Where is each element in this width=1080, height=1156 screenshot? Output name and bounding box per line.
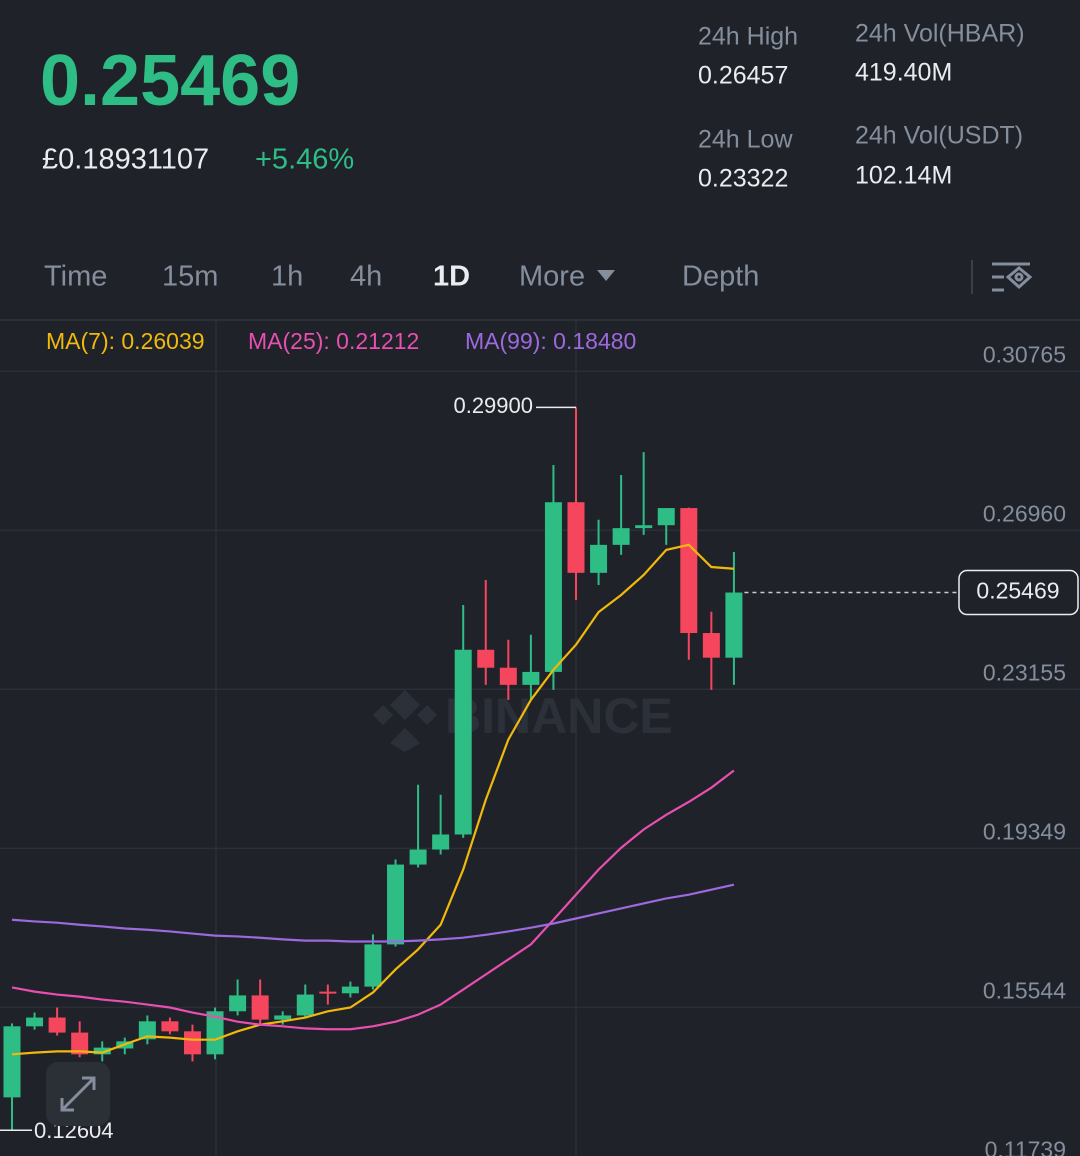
watermark-logo	[373, 690, 437, 752]
legend: MA(7): 0.26039 MA(25): 0.21212 MA(99): 0.1…	[46, 328, 636, 354]
y-tick-label: 0.30765	[983, 341, 1066, 367]
candle-body	[680, 508, 698, 634]
candle-body	[612, 528, 630, 545]
interval-tab[interactable]: 1D	[433, 261, 470, 293]
legend-entry: MA(99): 0.18480	[465, 328, 636, 354]
candle-body	[138, 1021, 156, 1040]
interval-tab[interactable]: Depth	[682, 261, 759, 293]
candle-body	[26, 1017, 44, 1027]
interval-tabs: Time 15m 1h 4h 1D More Depth	[44, 261, 759, 293]
candle-body	[725, 592, 743, 658]
stat-value: 102.14M	[855, 162, 952, 190]
candle-body	[499, 667, 517, 685]
candle-body	[522, 671, 540, 685]
expand-button[interactable]	[46, 1062, 110, 1126]
stat-label: 24h Low	[698, 126, 793, 154]
interval-tab[interactable]: More	[519, 261, 585, 293]
interval-tab[interactable]: 1h	[271, 261, 303, 293]
ma-line	[11, 883, 735, 943]
candle-body	[48, 1017, 66, 1033]
candle-body	[71, 1032, 89, 1055]
y-tick-label: 0.15544	[983, 977, 1066, 1003]
fiat-price: £0.18931107	[42, 144, 209, 176]
interval-tab[interactable]: Time	[44, 261, 107, 293]
legend-entry: MA(7): 0.26039	[46, 328, 205, 354]
stat-value: 419.40M	[855, 59, 952, 87]
legend-entry: MA(25): 0.21212	[248, 328, 419, 354]
candle-body	[702, 633, 720, 658]
candle-body	[251, 995, 269, 1020]
candle-body	[274, 1015, 292, 1020]
chart-settings-icon[interactable]	[992, 262, 1033, 292]
ma-line	[11, 769, 735, 1031]
y-tick-label: 0.23155	[983, 659, 1066, 685]
candle-body	[3, 1026, 21, 1098]
candle-body	[206, 1011, 224, 1055]
stat-label: 24h Vol(HBAR)	[855, 20, 1025, 48]
grid: 0.30765 0.26960 0.23155 0.19349 0.15544 0.117…	[0, 321, 1080, 1156]
stat-value: 0.26457	[698, 62, 788, 90]
candle-body	[590, 544, 608, 573]
candle-body	[657, 508, 675, 526]
y-tick-label: 0.26960	[983, 500, 1066, 526]
candle-body	[161, 1021, 179, 1032]
last-price-label: 0.25469	[976, 578, 1059, 604]
candle-body	[635, 525, 653, 529]
candle-body	[93, 1047, 111, 1055]
candle-body	[387, 864, 405, 945]
candle-body	[319, 991, 337, 994]
y-tick-label: 0.11739	[985, 1136, 1066, 1156]
candle-body	[567, 502, 585, 573]
last-price: 0.25469	[40, 41, 300, 121]
last-price-tag	[958, 569, 1079, 616]
stat-label: 24h High	[698, 23, 798, 51]
candle-body	[341, 986, 359, 994]
stat-label: 24h Vol(USDT)	[855, 122, 1023, 150]
y-tick-label: 0.19349	[983, 818, 1066, 844]
candle-body	[296, 994, 314, 1016]
interval-tab[interactable]: 4h	[350, 261, 382, 293]
max-label: 0.29900	[453, 393, 533, 418]
watermark: BINANCE	[445, 688, 673, 744]
candle-body	[364, 944, 382, 987]
price-change: +5.46%	[255, 144, 354, 176]
interval-tab[interactable]: 15m	[162, 261, 218, 293]
stat-value: 0.23322	[698, 165, 788, 193]
candle-body	[183, 1031, 201, 1055]
candle-body	[229, 995, 247, 1012]
candle-body	[454, 649, 472, 835]
candle-body	[409, 849, 427, 865]
candle-body	[477, 649, 495, 668]
candle-body	[432, 834, 450, 850]
candle-body	[544, 502, 562, 672]
dropdown-arrow	[597, 270, 616, 281]
ma-line	[11, 543, 735, 1056]
